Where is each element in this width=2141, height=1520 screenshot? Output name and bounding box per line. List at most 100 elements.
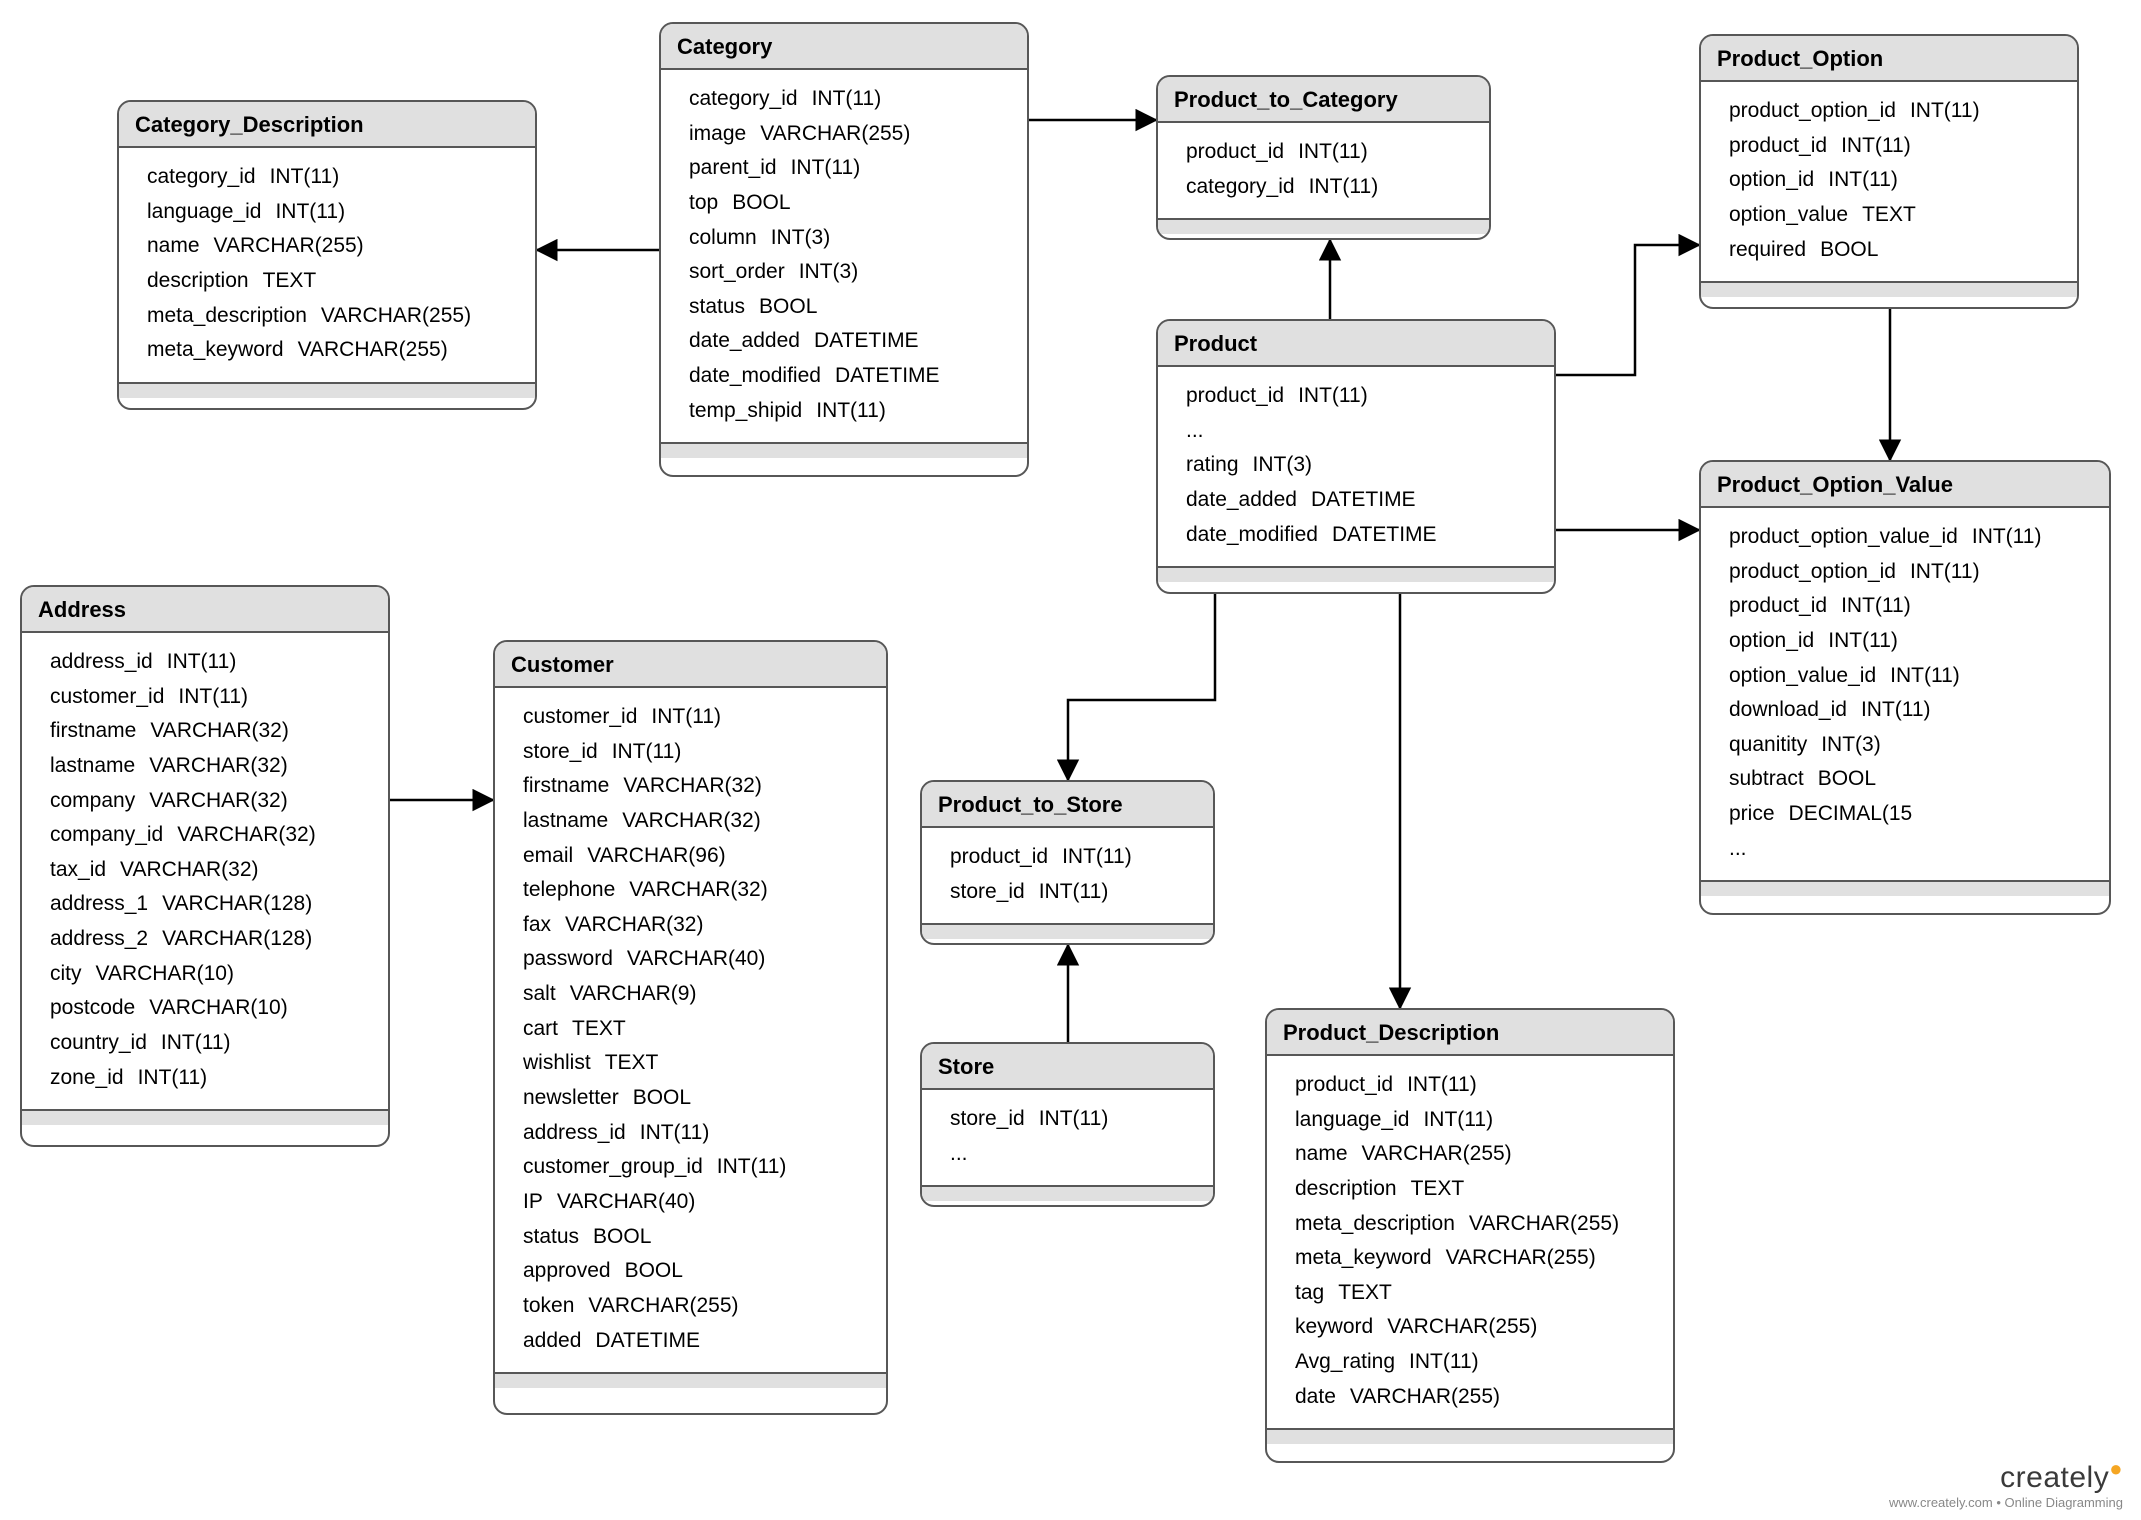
- field-row: price DECIMAL(15: [1729, 797, 2097, 832]
- field-type: DATETIME: [1332, 518, 1437, 553]
- field-name: option_id: [1729, 624, 1814, 659]
- field-row: zone_idINT(11): [50, 1061, 376, 1096]
- field-type: INT(11): [1423, 1103, 1493, 1138]
- field-type: VARCHAR(32): [629, 873, 767, 908]
- field-row: customer_idINT(11): [50, 680, 376, 715]
- field-name: category_id: [147, 160, 256, 195]
- field-row: lastnameVARCHAR(32): [523, 804, 874, 839]
- field-name: wishlist: [523, 1046, 591, 1081]
- entity-title: Store: [922, 1044, 1213, 1090]
- field-name: address_id: [523, 1116, 626, 1151]
- field-name: company_id: [50, 818, 163, 853]
- field-name: store_id: [523, 735, 598, 770]
- field-type: VARCHAR(255): [1469, 1207, 1619, 1242]
- field-type: INT(11): [812, 82, 882, 117]
- field-name: email: [523, 839, 573, 874]
- field-type: DECIMAL(15: [1789, 797, 1913, 832]
- field-row: statusBOOL: [689, 290, 1015, 325]
- field-name: meta_description: [147, 299, 307, 334]
- field-type: TEXT: [572, 1012, 626, 1047]
- field-name: column: [689, 221, 757, 256]
- field-row: address_2VARCHAR(128): [50, 922, 376, 957]
- field-name: product_id: [1186, 379, 1284, 414]
- field-name: tag: [1295, 1276, 1324, 1311]
- field-row: tagTEXT: [1295, 1276, 1661, 1311]
- field-type: INT(11): [1409, 1345, 1479, 1380]
- field-name: lastname: [50, 749, 135, 784]
- field-name: download_id: [1729, 693, 1847, 728]
- field-name: date: [1295, 1380, 1336, 1415]
- field-name: price: [1729, 797, 1775, 832]
- field-name: product_id: [1729, 589, 1827, 624]
- field-row: category_idINT(11): [147, 160, 523, 195]
- field-row: address_idINT(11): [50, 645, 376, 680]
- field-type: VARCHAR(32): [149, 749, 287, 784]
- edge-e_prod_to_p2s: [1068, 594, 1215, 780]
- field-type: BOOL: [759, 290, 817, 325]
- field-type: VARCHAR(255): [588, 1289, 738, 1324]
- field-row: keywordVARCHAR(255): [1295, 1310, 1661, 1345]
- field-type: INT(11): [161, 1026, 231, 1061]
- field-row: store_idINT(11): [950, 1102, 1201, 1137]
- field-type: INT(11): [1861, 693, 1931, 728]
- field-type: VARCHAR(40): [627, 942, 765, 977]
- field-type: TEXT: [1862, 198, 1916, 233]
- field-type: BOOL: [625, 1254, 683, 1289]
- entity-title: Product_Option: [1701, 36, 2077, 82]
- field-name: product_option_value_id: [1729, 520, 1958, 555]
- entity-store: Store store_idINT(11)...: [920, 1042, 1215, 1207]
- field-row: address_1VARCHAR(128): [50, 887, 376, 922]
- entity-fields: category_idINT(11)language_idINT(11)name…: [119, 148, 535, 384]
- entity-customer: Customercustomer_idINT(11)store_idINT(11…: [493, 640, 888, 1415]
- field-row: Avg_ratingINT(11): [1295, 1345, 1661, 1380]
- field-row: lastname VARCHAR(32): [50, 749, 376, 784]
- entity-footer: [922, 1187, 1213, 1201]
- field-type: VARCHAR(255): [1362, 1137, 1512, 1172]
- field-name: product_id: [1729, 129, 1827, 164]
- field-type: BOOL: [593, 1220, 651, 1255]
- entity-fields: product_idINT(11)language_idINT(11)nameV…: [1267, 1056, 1673, 1430]
- field-row: emailVARCHAR(96): [523, 839, 874, 874]
- entity-product_option: Product_Optionproduct_option_idINT(11)pr…: [1699, 34, 2079, 309]
- field-row: requiredBOOL: [1729, 233, 2065, 268]
- field-type: VARCHAR(32): [149, 784, 287, 819]
- field-type: INT(11): [816, 394, 886, 429]
- field-type: VARCHAR(128): [162, 887, 312, 922]
- field-name: description: [147, 264, 249, 299]
- entity-fields: product_idINT(11)category_idINT(11): [1158, 123, 1489, 220]
- field-name: firstname: [50, 714, 136, 749]
- field-row: IPVARCHAR(40): [523, 1185, 874, 1220]
- field-name: required: [1729, 233, 1806, 268]
- field-name: name: [147, 229, 200, 264]
- field-name: meta_keyword: [1295, 1241, 1432, 1276]
- entity-fields: category_idINT(11)imageVARCHAR(255)paren…: [661, 70, 1027, 444]
- field-type: INT(3): [1253, 448, 1313, 483]
- entity-title: Product_Option_Value: [1701, 462, 2109, 508]
- entity-footer: [1158, 220, 1489, 234]
- field-type: TEXT: [263, 264, 317, 299]
- field-row: language_idINT(11): [147, 195, 523, 230]
- field-row: address_idINT(11): [523, 1116, 874, 1151]
- field-name: product_id: [1186, 135, 1284, 170]
- field-name: meta_keyword: [147, 333, 284, 368]
- field-row: tax_idVARCHAR(32): [50, 853, 376, 888]
- field-type: INT(11): [1039, 875, 1109, 910]
- entity-fields: product_option_idINT(11)product_idINT(11…: [1701, 82, 2077, 283]
- field-name: description: [1295, 1172, 1397, 1207]
- entity-footer: [661, 444, 1027, 458]
- entity-fields: product_option_value_idINT(11)product_op…: [1701, 508, 2109, 882]
- field-row: passwordVARCHAR(40): [523, 942, 874, 977]
- field-type: BOOL: [633, 1081, 691, 1116]
- entity-fields: product_idINT(11)...ratingINT(3)date_add…: [1158, 367, 1554, 568]
- field-type: INT(11): [612, 735, 682, 770]
- field-row: product_option_idINT(11): [1729, 94, 2065, 129]
- field-type: VARCHAR(255): [298, 333, 448, 368]
- field-row: company_idVARCHAR(32): [50, 818, 376, 853]
- field-row: ...: [950, 1137, 1201, 1172]
- field-row: quanitityINT(3): [1729, 728, 2097, 763]
- field-row: descriptionTEXT: [1295, 1172, 1661, 1207]
- field-row: product_idINT(11): [1186, 379, 1542, 414]
- entity-title: Customer: [495, 642, 886, 688]
- field-row: date_modifiedDATETIME: [1186, 518, 1542, 553]
- field-row: temp_shipidINT(11): [689, 394, 1015, 429]
